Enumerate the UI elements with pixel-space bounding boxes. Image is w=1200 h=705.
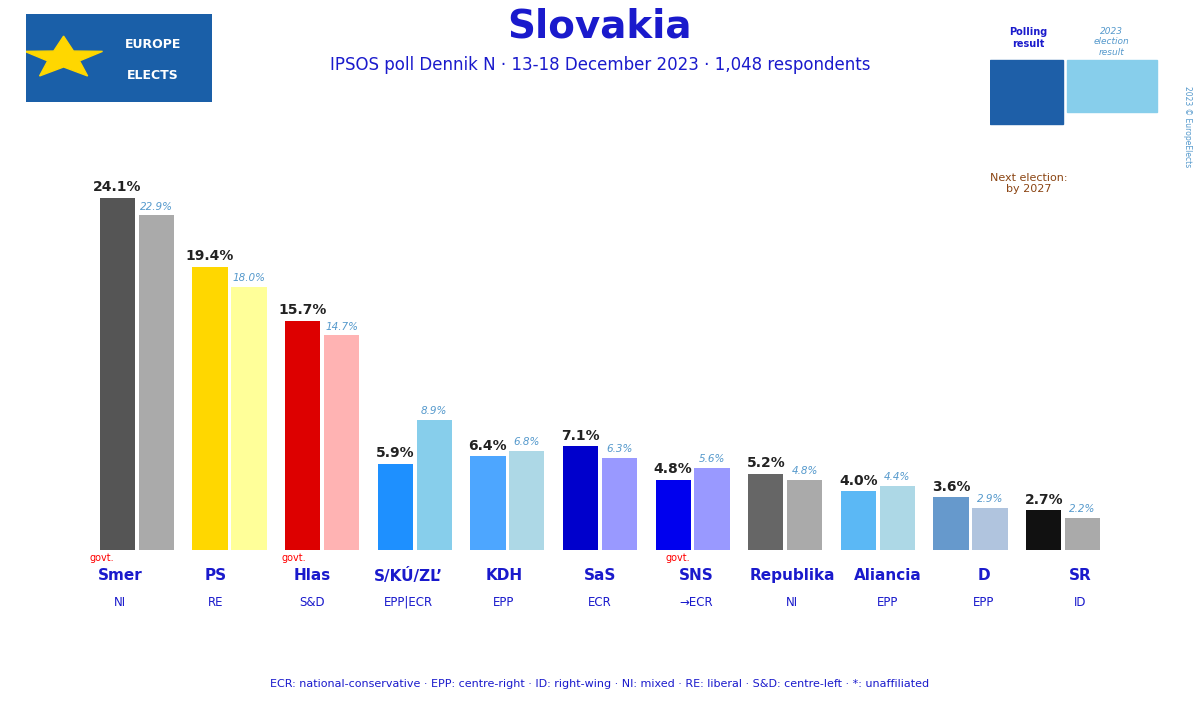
Text: ID: ID	[1074, 596, 1086, 608]
Bar	[880, 486, 914, 550]
Text: D: D	[978, 568, 990, 582]
Text: 2.2%: 2.2%	[1069, 504, 1096, 514]
Text: EPP: EPP	[877, 596, 899, 608]
Bar	[695, 468, 730, 550]
Bar	[934, 497, 968, 550]
Text: SR: SR	[1069, 568, 1091, 582]
Text: RE: RE	[209, 596, 223, 608]
Text: Smer: Smer	[97, 568, 143, 582]
Text: 8.9%: 8.9%	[421, 406, 448, 416]
Text: ECR: national-conservative · EPP: centre-right · ID: right-wing · NI: mixed · RE: ECR: national-conservative · EPP: centre…	[270, 680, 930, 689]
Bar	[602, 458, 637, 550]
Text: EPP|ECR: EPP|ECR	[384, 596, 432, 608]
Text: 2.9%: 2.9%	[977, 494, 1003, 504]
Text: 15.7%: 15.7%	[278, 303, 326, 317]
Bar	[100, 198, 134, 550]
Bar	[378, 464, 413, 550]
Text: 4.0%: 4.0%	[839, 474, 877, 488]
Bar	[470, 456, 505, 550]
Text: 3.6%: 3.6%	[932, 479, 971, 493]
Text: 14.7%: 14.7%	[325, 321, 358, 331]
Text: 5.2%: 5.2%	[746, 456, 785, 470]
Bar	[232, 287, 266, 550]
Text: govt.: govt.	[282, 553, 306, 563]
Text: EPP: EPP	[973, 596, 995, 608]
Bar	[1026, 510, 1061, 550]
Text: govt.: govt.	[90, 553, 114, 563]
Text: EPP: EPP	[493, 596, 515, 608]
Bar	[990, 59, 1063, 123]
Text: 6.4%: 6.4%	[469, 439, 508, 453]
Text: 2.7%: 2.7%	[1025, 493, 1063, 507]
Text: 5.9%: 5.9%	[376, 446, 414, 460]
Text: KDH: KDH	[486, 568, 522, 582]
Bar	[1066, 517, 1100, 550]
Bar	[139, 216, 174, 550]
Text: Aliancia: Aliancia	[854, 568, 922, 582]
Text: Slovakia: Slovakia	[508, 8, 692, 46]
Bar	[509, 450, 545, 550]
Text: Hlas: Hlas	[293, 568, 331, 582]
Text: SaS: SaS	[584, 568, 616, 582]
Text: 6.3%: 6.3%	[606, 444, 632, 454]
Text: 5.6%: 5.6%	[698, 455, 725, 465]
Text: 2023 © EuropeElects: 2023 © EuropeElects	[1183, 86, 1192, 168]
Bar	[192, 266, 228, 550]
Bar	[324, 336, 359, 550]
Text: 19.4%: 19.4%	[186, 249, 234, 263]
Text: Polling
result: Polling result	[1009, 27, 1048, 49]
Bar	[286, 321, 320, 550]
Text: S/KÚ/ZL’: S/KÚ/ZL’	[373, 568, 443, 584]
Bar	[972, 508, 1008, 550]
Text: ELECTS: ELECTS	[127, 69, 179, 82]
Text: EUROPE: EUROPE	[125, 39, 181, 51]
Bar	[749, 474, 784, 550]
Text: →ECR: →ECR	[679, 596, 713, 608]
Text: 22.9%: 22.9%	[139, 202, 173, 212]
Bar	[1067, 59, 1157, 112]
Text: 6.8%: 6.8%	[514, 437, 540, 447]
Text: govt.: govt.	[666, 553, 690, 563]
Text: 4.8%: 4.8%	[654, 462, 692, 476]
Text: ECR: ECR	[588, 596, 612, 608]
Text: NI: NI	[114, 596, 126, 608]
Text: 4.4%: 4.4%	[884, 472, 911, 482]
Text: SNS: SNS	[679, 568, 713, 582]
Text: IPSOS poll Dennik N · 13-18 December 2023 · 1,048 respondents: IPSOS poll Dennik N · 13-18 December 202…	[330, 56, 870, 74]
Text: PS: PS	[205, 568, 227, 582]
Text: Next election:
by 2027: Next election: by 2027	[990, 173, 1067, 195]
Text: 4.8%: 4.8%	[792, 466, 818, 476]
Text: Republika: Republika	[749, 568, 835, 582]
Text: 18.0%: 18.0%	[233, 274, 265, 283]
Bar	[787, 480, 822, 550]
Polygon shape	[25, 36, 102, 76]
Text: 24.1%: 24.1%	[94, 180, 142, 195]
Bar	[655, 480, 691, 550]
Text: S&D: S&D	[299, 596, 325, 608]
Text: 2023
election
result: 2023 election result	[1094, 27, 1129, 57]
Bar	[416, 420, 451, 550]
Bar	[841, 491, 876, 550]
Text: NI: NI	[786, 596, 798, 608]
Bar	[563, 446, 598, 550]
Text: 7.1%: 7.1%	[562, 429, 600, 443]
